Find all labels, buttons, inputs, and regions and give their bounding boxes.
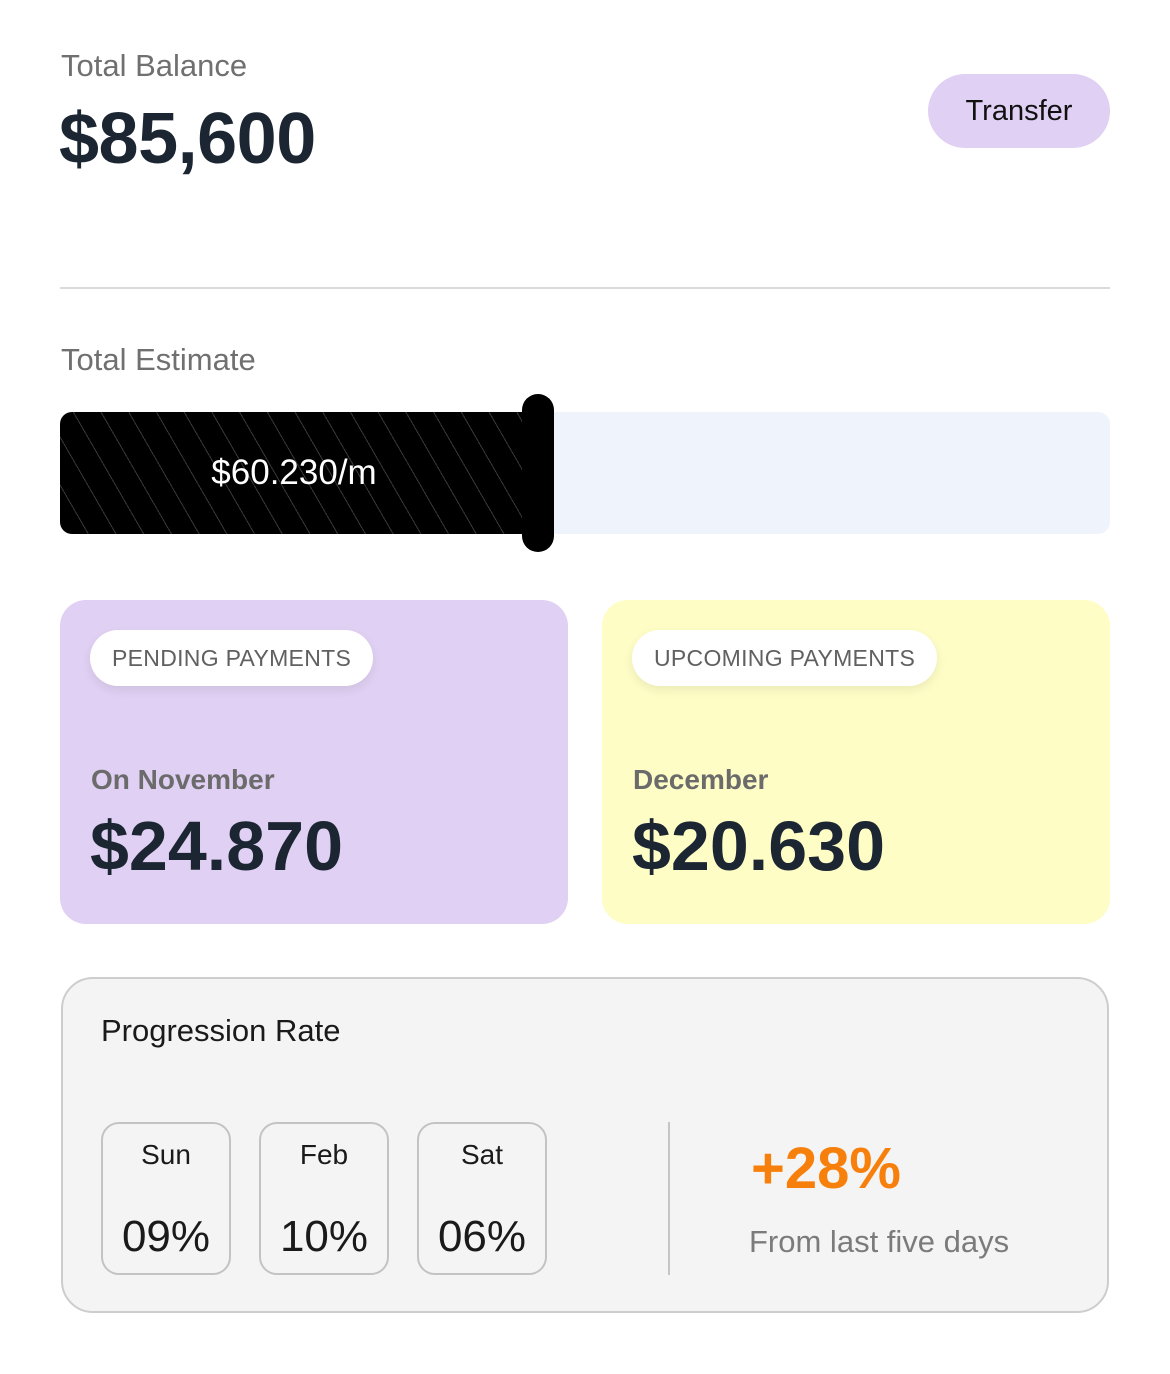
estimate-fill: $60.230/m	[60, 412, 538, 534]
rate-box-sat[interactable]: Sat 06%	[417, 1122, 547, 1275]
rate-label: Sat	[460, 1139, 504, 1170]
rate-value: 09%	[121, 1212, 211, 1261]
growth-percentage: +28%	[751, 1136, 901, 1201]
pending-payments-period: On November	[91, 764, 275, 795]
progression-divider	[668, 1122, 670, 1275]
growth-caption: From last five days	[749, 1224, 1010, 1259]
total-balance-label: Total Balance	[61, 48, 248, 83]
progression-rate-panel: Progression Rate Sun 09% Feb 10% Sat 06%…	[61, 977, 1109, 1313]
upcoming-payments-card[interactable]: UPCOMING PAYMENTS December $20.630	[602, 600, 1110, 924]
rate-label: Feb	[299, 1139, 349, 1170]
estimate-value: $60.230/m	[211, 453, 377, 492]
section-divider	[60, 287, 1110, 289]
progression-rate-title: Progression Rate	[101, 1013, 341, 1048]
rate-box-sun[interactable]: Sun 09%	[101, 1122, 231, 1275]
rate-value: 10%	[279, 1212, 369, 1261]
upcoming-payments-badge: UPCOMING PAYMENTS	[632, 630, 938, 686]
total-estimate-label: Total Estimate	[61, 342, 256, 377]
pending-payments-card[interactable]: PENDING PAYMENTS On November $24.870	[60, 600, 568, 924]
upcoming-payments-amount: $20.630	[632, 807, 886, 885]
pending-payments-amount: $24.870	[90, 807, 344, 885]
pending-payments-badge: PENDING PAYMENTS	[90, 630, 374, 686]
rate-box-feb[interactable]: Feb 10%	[259, 1122, 389, 1275]
estimate-slider-handle[interactable]	[522, 394, 554, 552]
upcoming-payments-period: December	[633, 764, 769, 795]
total-balance-value: $85,600	[59, 99, 316, 179]
rate-label: Sun	[141, 1139, 191, 1170]
rate-value: 06%	[437, 1212, 527, 1261]
transfer-button[interactable]: Transfer	[928, 74, 1110, 148]
